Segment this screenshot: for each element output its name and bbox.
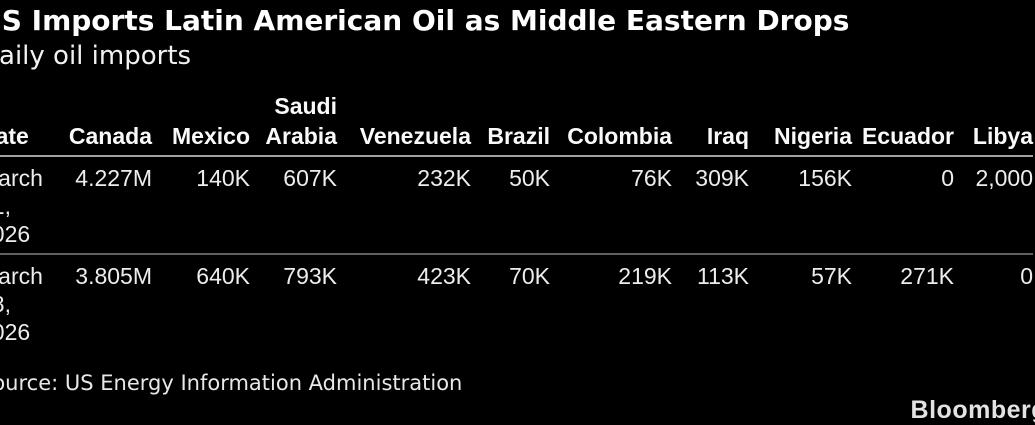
column-header-venezuela: Venezuela bbox=[337, 91, 471, 157]
value-cell-libya: 2,000 bbox=[954, 156, 1033, 255]
value-cell-nigeria: 57K bbox=[811, 263, 852, 289]
value-cell-ecuador: 271K bbox=[900, 263, 954, 289]
column-header-brazil: Brazil bbox=[471, 91, 550, 157]
table-row: March 21, 2026 4.227M 140K 607K 232K 50K… bbox=[0, 156, 1033, 255]
table-header-row: Date Canada Mexico Saudi Arabia Venezuel… bbox=[0, 91, 1033, 157]
column-header-canada: Canada bbox=[45, 91, 152, 157]
value-cell-colombia: 76K bbox=[550, 156, 672, 255]
value-cell-iraq: 309K bbox=[672, 156, 749, 255]
column-header-colombia: Colombia bbox=[550, 91, 672, 157]
value-cell-saudi-arabia: 607K bbox=[250, 156, 337, 255]
value-cell-brazil: 50K bbox=[471, 156, 550, 255]
date-cell: March 21, 2026 bbox=[0, 156, 45, 255]
value-cell-brazil: 70K bbox=[509, 263, 550, 289]
value-cell-mexico: 640K bbox=[196, 263, 250, 289]
value-cell-canada: 4.227M bbox=[45, 156, 152, 255]
column-header-libya: Libya bbox=[954, 91, 1033, 157]
imports-table: Date Canada Mexico Saudi Arabia Venezuel… bbox=[0, 91, 1033, 349]
value-cell-iraq: 113K bbox=[696, 263, 749, 289]
column-header-nigeria: Nigeria bbox=[749, 91, 852, 157]
value-cell-saudi-arabia: 793K bbox=[283, 263, 337, 289]
value-cell-venezuela: 232K bbox=[337, 156, 471, 255]
value-cell-canada: 3.805M bbox=[75, 263, 152, 289]
column-header-saudi-arabia: Saudi Arabia bbox=[250, 91, 337, 157]
value-cell-ecuador: 0 bbox=[852, 156, 954, 255]
chart-subtitle: Daily oil imports bbox=[0, 41, 192, 71]
column-header-iraq: Iraq bbox=[672, 91, 749, 157]
value-cell-venezuela: 423K bbox=[417, 263, 471, 289]
column-header-ecuador: Ecuador bbox=[852, 91, 954, 157]
bloomberg-logo: Bloomberg bbox=[910, 396, 1035, 424]
chart-content: US Imports Latin American Oil as Middle … bbox=[0, 4, 1033, 395]
value-cell-nigeria: 156K bbox=[749, 156, 852, 255]
table-row: March 28, 2026 3.805M 640K 793K 423K 70K… bbox=[0, 254, 1033, 349]
source-note: Source: US Energy Information Administra… bbox=[0, 371, 463, 395]
column-header-date: Date bbox=[0, 91, 45, 157]
value-cell-colombia: 219K bbox=[618, 263, 672, 289]
value-cell-libya: 0 bbox=[1020, 263, 1033, 289]
value-cell-mexico: 140K bbox=[152, 156, 250, 255]
column-header-mexico: Mexico bbox=[152, 91, 250, 157]
date-cell: March 28, 2026 bbox=[0, 263, 43, 345]
chart-title: US Imports Latin American Oil as Middle … bbox=[0, 4, 850, 37]
